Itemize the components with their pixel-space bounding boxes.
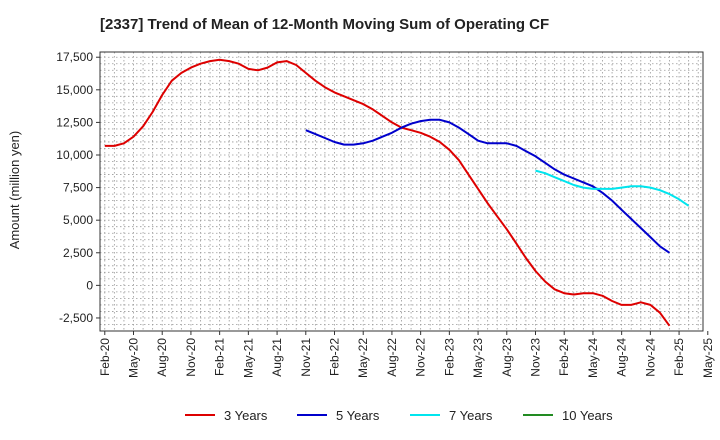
y-tick-label: 7,500 <box>63 181 93 195</box>
legend-label: 5 Years <box>336 408 380 423</box>
x-tick-label: Nov-23 <box>529 338 543 377</box>
y-tick-label: 10,000 <box>56 148 93 162</box>
x-tick-label: Feb-24 <box>557 338 571 376</box>
x-tick-label: Aug-22 <box>385 338 399 377</box>
x-tick-label: Feb-20 <box>98 338 112 376</box>
x-tick-label: Aug-24 <box>615 338 629 377</box>
series-lines <box>104 58 690 327</box>
y-tick-label: 5,000 <box>63 213 93 227</box>
legend: 3 Years 5 Years 7 Years 10 Years <box>185 408 613 423</box>
plot-border <box>99 51 704 332</box>
y-tick-label: 0 <box>86 278 93 292</box>
x-tick-label: Nov-22 <box>414 338 428 377</box>
x-tick-label: May-22 <box>356 338 370 378</box>
x-tick-label: May-25 <box>701 338 715 378</box>
x-tick-label: Aug-21 <box>270 338 284 377</box>
y-tick-label: 15,000 <box>56 83 93 97</box>
x-tick-label: Feb-25 <box>672 338 686 376</box>
y-tick-label: -2,500 <box>59 311 93 325</box>
y-tick-label: 12,500 <box>56 115 93 129</box>
x-axis: Feb-20 May-20 Aug-20 Nov-20 Feb-21 May-21 Aug-… <box>98 331 715 378</box>
y-tick-label: 17,500 <box>56 50 93 64</box>
x-tick-label: Feb-21 <box>213 338 227 376</box>
legend-label: 7 Years <box>449 408 493 423</box>
series-line-7-years <box>535 169 690 207</box>
y-axis: -2,500 0 2,500 5,000 7,500 10,000 12,500 15,000… <box>56 50 100 325</box>
x-tick-label: May-24 <box>586 338 600 378</box>
x-tick-label: Nov-20 <box>184 338 198 377</box>
y-axis-label: Amount (million yen) <box>7 131 22 250</box>
x-tick-label: Feb-22 <box>328 338 342 376</box>
x-tick-label: May-23 <box>471 338 485 378</box>
x-tick-label: Aug-23 <box>500 338 514 377</box>
x-tick-label: Feb-23 <box>442 338 456 376</box>
x-tick-label: Aug-20 <box>155 338 169 377</box>
chart-title: [2337] Trend of Mean of 12-Month Moving … <box>100 16 549 33</box>
x-tick-label: May-21 <box>241 338 255 378</box>
legend-label: 10 Years <box>562 408 613 423</box>
x-tick-label: Nov-21 <box>299 338 313 377</box>
y-tick-label: 2,500 <box>63 246 93 260</box>
legend-label: 3 Years <box>224 408 268 423</box>
series-line-5-years <box>305 118 671 254</box>
series-line-3-years <box>104 58 671 327</box>
x-tick-label: Nov-24 <box>643 338 657 377</box>
x-tick-label: May-20 <box>127 338 141 378</box>
